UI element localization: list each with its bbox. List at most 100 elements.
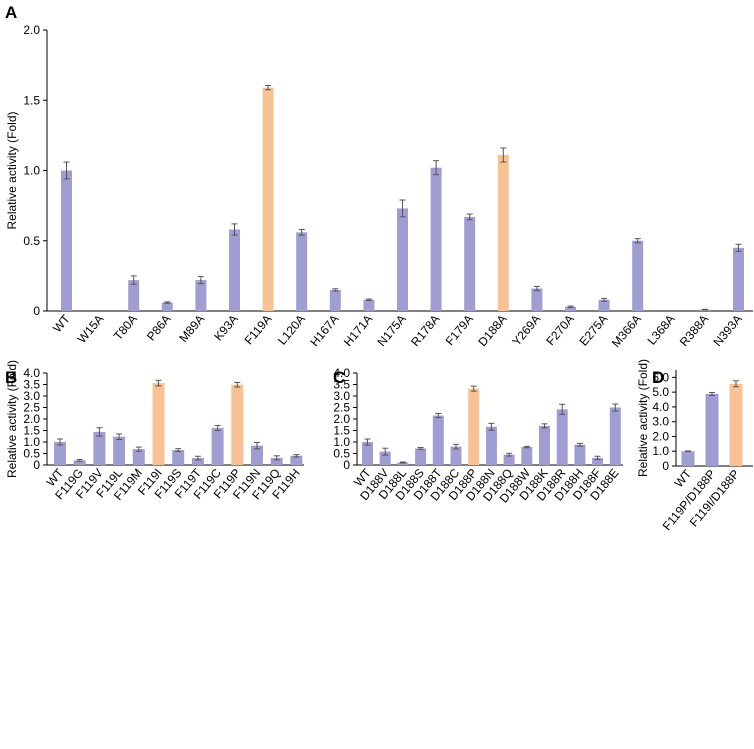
panel-a-xtick-label: E275A: [577, 312, 611, 349]
panel-d-ylabel: Relative activity (Fold): [636, 359, 650, 477]
panel-a-ytick-label: 2.0: [23, 23, 40, 37]
panel-d-bar: [729, 383, 743, 466]
panel-c-ytick-label: 1.5: [333, 424, 350, 438]
panel-a-xtick-label: L368A: [645, 312, 678, 348]
panel-a-bar: [464, 216, 476, 311]
panel-c-bar: [415, 448, 427, 465]
panel-a-bar: [497, 155, 509, 311]
panel-letter-c: C: [333, 368, 345, 387]
panel-a-xtick-label: K93A: [211, 312, 241, 343]
panel-b-ytick-label: 3.0: [23, 389, 40, 403]
panel-b-bar: [73, 460, 86, 465]
panel-letter-d: D: [652, 368, 664, 387]
panel-a-xtick-label: D188A: [475, 312, 509, 349]
panel-d-bar: [705, 393, 719, 466]
panel-d-ytick-label: 0: [662, 459, 669, 473]
panel-b-bar: [93, 431, 106, 465]
panel-d-ytick-label: 1.0: [652, 444, 669, 458]
panel-a-bar: [397, 208, 408, 311]
panel-b-ytick-label: 4.0: [23, 366, 40, 380]
panel-b-bar: [270, 457, 283, 465]
panel-a-bar: [430, 167, 442, 311]
panel-a-bar: [565, 306, 576, 311]
panel-c-bar: [539, 425, 550, 465]
panel-c-bar: [379, 451, 391, 465]
panel-a-xtick-label: WT: [50, 311, 73, 335]
panel-a-bar: [329, 289, 341, 311]
panel-a-xtick-label: F179A: [443, 312, 476, 348]
panel-b-ytick-label: 0: [33, 458, 40, 472]
panel-d-ytick-label: 5.0: [652, 385, 669, 399]
panel-c-ytick-label: 2.0: [333, 412, 350, 426]
panel-b-bar: [290, 455, 303, 465]
panel-b-ytick-label: 2.5: [23, 401, 40, 415]
panel-c-bar: [485, 426, 497, 465]
panel-b-bar: [152, 383, 165, 465]
panel-a-xtick-label: M366A: [609, 312, 644, 350]
panel-b-bar: [251, 445, 263, 465]
panel-letter-a: A: [5, 3, 17, 22]
panel-a-xtick-label: M89A: [176, 312, 207, 345]
panel-a-xtick-label: Y269A: [509, 312, 543, 349]
panel-d-bar: [681, 451, 695, 466]
panel-a-xtick-label: F270A: [543, 312, 576, 348]
panel-c-bar: [468, 388, 480, 465]
panel-c-bar: [592, 457, 604, 465]
panel-c-bar: [450, 446, 462, 465]
panel-c-bar: [397, 462, 409, 465]
panel-a-bar: [61, 170, 72, 311]
panel-a-xtick-label: P86A: [144, 312, 174, 343]
panel-a-bar: [229, 229, 240, 311]
panel-c-ytick-label: 4.0: [333, 366, 350, 380]
panel-a-bar: [531, 288, 543, 311]
panel-a-ytick-label: 0: [33, 304, 40, 318]
panel-b-bar: [54, 442, 66, 465]
panel-b-ylabel: Relative activity (Fold): [5, 360, 19, 478]
panel-b-bar: [172, 450, 185, 465]
panel-a-ytick-label: 0.5: [23, 234, 40, 248]
panel-a-xtick-label: N393A: [710, 312, 744, 349]
panel-a-bar: [262, 87, 274, 311]
panel-b-ytick-label: 0.5: [23, 447, 40, 461]
panel-a-bar: [296, 232, 308, 311]
panel-a-ytick-label: 1.5: [23, 93, 40, 107]
panel-a-ylabel: Relative activity (Fold): [5, 111, 19, 229]
panel-a-bar: [632, 240, 644, 311]
panel-b-ytick-label: 1.0: [23, 435, 40, 449]
panel-b-bar: [231, 384, 244, 465]
panel-a-ytick-label: 1.0: [23, 164, 40, 178]
panel-b-ytick-label: 1.5: [23, 424, 40, 438]
panel-a-bar: [195, 280, 207, 311]
panel-c-ytick-label: 2.5: [333, 401, 350, 415]
panel-b-bar: [132, 449, 145, 465]
panel-c-bar: [556, 409, 568, 465]
panel-c-bar: [609, 407, 621, 465]
panel-a-xtick-label: R388A: [677, 312, 711, 349]
panel-a-xtick-label: L120A: [275, 312, 308, 348]
panel-d-ytick-label: 6.0: [652, 370, 669, 384]
panel-a-xtick-label: F119A: [242, 312, 275, 347]
panel-d-ytick-label: 3.0: [652, 415, 669, 429]
panel-b-ytick-label: 2.0: [23, 412, 40, 426]
panel-c-ytick-label: 1.0: [333, 435, 350, 449]
panel-a-xtick-label: H167A: [307, 312, 341, 349]
panel-c-ytick-label: 3.5: [333, 378, 350, 392]
panel-a-xtick-label: H171A: [341, 312, 375, 349]
panel-a-bar: [363, 299, 375, 311]
panel-a-bar: [128, 280, 140, 311]
panel-c-ytick-label: 0.5: [333, 447, 350, 461]
panel-d-ytick-label: 2.0: [652, 429, 669, 443]
panel-c-bar: [432, 415, 444, 465]
panel-c-bar: [503, 454, 515, 465]
panel-c-bar: [521, 447, 533, 465]
panel-b-ytick-label: 3.5: [23, 378, 40, 392]
panel-a-bar: [161, 302, 173, 311]
panel-a-xtick-label: R178A: [408, 312, 442, 349]
panel-a-xtick-label: T80A: [111, 312, 140, 343]
panel-c-ytick-label: 0: [343, 458, 350, 472]
panel-a-xtick-label: N175A: [374, 312, 408, 349]
panel-c-bar: [574, 444, 586, 465]
panel-d-ytick-label: 4.0: [652, 400, 669, 414]
panel-b-bar: [191, 458, 204, 465]
